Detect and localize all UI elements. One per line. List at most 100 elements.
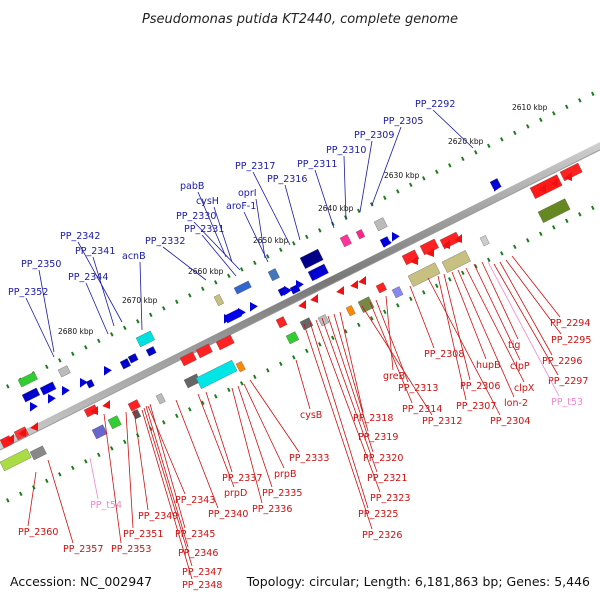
tick-label: 2680 kbp (58, 327, 94, 336)
forward-leader-line (201, 234, 237, 277)
tick-dot-top (200, 286, 205, 292)
tick-dot-bottom (344, 329, 348, 334)
forward-leader-line (255, 198, 266, 259)
forward-arrow (30, 402, 38, 412)
tick-dot-top (565, 104, 569, 110)
reverse-gene (107, 415, 122, 430)
reverse-gene-label: PP_2320 (363, 453, 403, 464)
reverse-arrow (102, 400, 110, 409)
reverse-leader-line (385, 295, 394, 371)
reverse-leader-line (451, 271, 487, 360)
reverse-leader-line (427, 277, 501, 416)
tick-label: 2650 kbp (253, 236, 289, 245)
tick-dot-bottom (578, 212, 582, 217)
tick-dot-top (513, 130, 517, 136)
tick-dot-bottom (409, 296, 413, 302)
reverse-gene-label: PP_2312 (422, 416, 462, 427)
reverse-gene-label: PP_2325 (358, 509, 398, 520)
forward-gene-label: PP_2342 (60, 231, 100, 242)
reverse-leader-line (339, 311, 364, 413)
reverse-gene-label: PP_2346 (178, 548, 218, 559)
reverse-arrow (454, 234, 462, 243)
tick-dot-top (71, 351, 75, 357)
reverse-gene (345, 305, 356, 317)
reverse-leader-line (361, 305, 433, 416)
tick-dot-bottom (487, 257, 491, 263)
forward-leader-line (213, 206, 233, 263)
tick-dot-top (45, 364, 49, 370)
reverse-gene (441, 250, 471, 273)
forward-leader-line (193, 221, 241, 271)
reverse-gene-label: PP_2347 (182, 567, 222, 578)
reverse-leader-line (141, 409, 193, 580)
tick-dot-bottom (591, 205, 595, 211)
reverse-arrow (336, 286, 344, 295)
forward-leader-line (85, 282, 109, 335)
forward-gene (119, 358, 131, 370)
reverse-leader-line (473, 263, 521, 361)
reverse-gene (131, 409, 142, 420)
forward-arrow (48, 394, 56, 404)
reverse-arrow (550, 178, 558, 187)
reverse-gene-label: PP_2313 (398, 383, 438, 394)
reverse-gene-label: PP_2335 (262, 488, 302, 499)
forward-gene-label: PP_2310 (326, 145, 366, 156)
reverse-leader-line (457, 269, 515, 398)
reverse-leader-line (149, 403, 186, 529)
reverse-leader-line (133, 409, 149, 511)
reverse-gene (529, 174, 563, 199)
forward-gene-label: PP_2331 (184, 224, 224, 235)
reverse-leader-line (295, 359, 311, 410)
forward-arrow (62, 386, 70, 396)
reverse-leader-line (437, 275, 467, 401)
forward-leader-line (162, 246, 207, 281)
tick-dot-bottom (500, 251, 504, 256)
tick-dot-bottom (19, 491, 23, 497)
reverse-leader-line (443, 273, 471, 381)
tick-dot-top (266, 254, 270, 259)
forward-gene-label: PP_2292 (415, 99, 455, 110)
reverse-gene (195, 359, 238, 389)
forward-gene (17, 371, 38, 388)
tick-dot-bottom (109, 446, 114, 451)
reverse-gene-label: PP_2297 (548, 376, 588, 387)
reverse-gene-label: PP_2314 (402, 404, 442, 415)
forward-gene (267, 268, 280, 282)
reverse-gene-label: PP_2318 (353, 413, 393, 424)
label-layer: PP_2292 PP_2305 PP_2309 PP_2310 PP_2311 PP_23… (8, 99, 591, 591)
tick-dot-top (188, 293, 192, 298)
tick-dot-bottom (292, 355, 296, 360)
forward-arrow (250, 302, 258, 312)
tick-dot-bottom (240, 381, 244, 386)
rna-gene-label: PP_t54 (90, 500, 122, 511)
reverse-leader-line (205, 391, 233, 473)
reverse-gene (317, 314, 330, 327)
reverse-gene-label: PP_2319 (358, 432, 398, 443)
reverse-leader-line (175, 399, 219, 509)
reverse-leader-line (321, 317, 378, 473)
reverse-leader-line (499, 261, 553, 356)
reverse-gene-label: PP_2357 (63, 544, 103, 555)
forward-gene (135, 330, 155, 348)
reverse-gene-label: hupB (476, 360, 501, 371)
reverse-leader-line (333, 313, 369, 432)
tick-dot-top (422, 176, 426, 181)
reverse-gene-label: PP_2340 (208, 509, 248, 520)
forward-arrow (238, 308, 246, 318)
reverse-gene-label: PP_2304 (490, 416, 530, 427)
reverse-arrow (358, 276, 366, 285)
reverse-leader-line (237, 385, 273, 488)
reverse-arrow (564, 172, 572, 181)
tick-dot-bottom (383, 309, 387, 315)
reverse-leader-line (465, 267, 525, 383)
reverse-leader-line (145, 405, 189, 548)
reverse-leader-line (243, 383, 285, 469)
reverse-gene (215, 334, 235, 351)
forward-gene-label: oprI (238, 188, 257, 199)
forward-arrow (284, 286, 292, 296)
reverse-gene-label: PP_2326 (362, 530, 402, 541)
tick-dot-top (174, 299, 179, 305)
tick-dot-bottom (175, 413, 179, 419)
tick-dot-top (213, 280, 218, 285)
